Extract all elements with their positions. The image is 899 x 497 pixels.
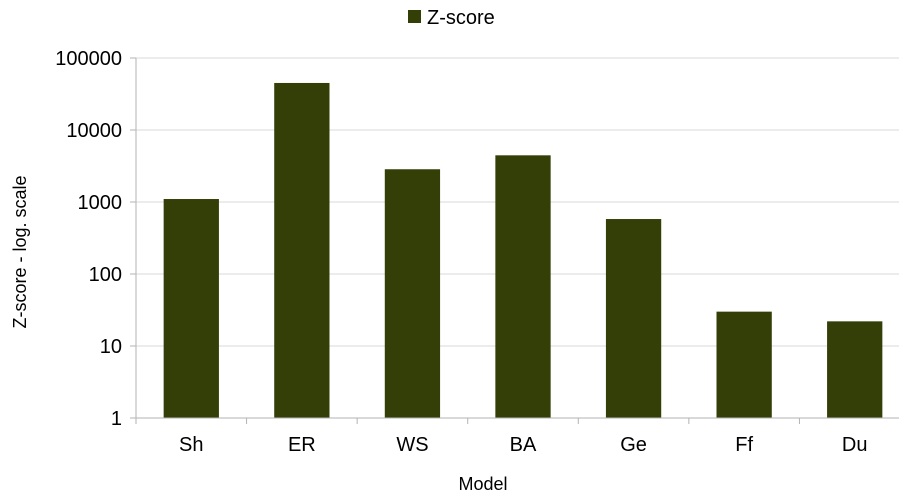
legend-swatch [408,10,421,23]
x-tick-label: Ff [735,434,753,456]
y-tick-label: 1000 [78,192,123,214]
bars [163,82,883,419]
y-tick-label: 100 [89,264,122,286]
y-tick-label: 10 [100,336,122,358]
x-tick-label: BA [510,434,537,456]
legend: Z-score [408,7,495,29]
bar-sh [163,199,219,418]
x-tick-label: WS [396,434,428,456]
x-tick-label: Sh [179,434,203,456]
y-axis-title: Z-score - log. scale [10,175,30,328]
x-tick-label: Du [842,434,868,456]
x-tick-label: Ge [620,434,647,456]
y-tick-label: 1 [111,408,122,430]
y-tick-label: 10000 [66,120,122,142]
y-tick-label: 100000 [55,48,122,70]
legend-label: Z-score [427,7,495,29]
bar-ge [605,219,662,418]
bar-ws [384,169,441,418]
bar-er [274,82,330,419]
x-axis-title: Model [458,474,507,492]
y-tick-labels: 1 10 100 1000 10000 100000 [55,48,136,430]
bar-du [827,321,883,418]
axes [135,58,899,419]
x-tick-label: ER [288,434,316,456]
bar-ff [716,311,772,418]
bar-ba [495,155,551,418]
x-tick-labels: Sh ER WS BA Ge Ff Du [135,418,868,456]
